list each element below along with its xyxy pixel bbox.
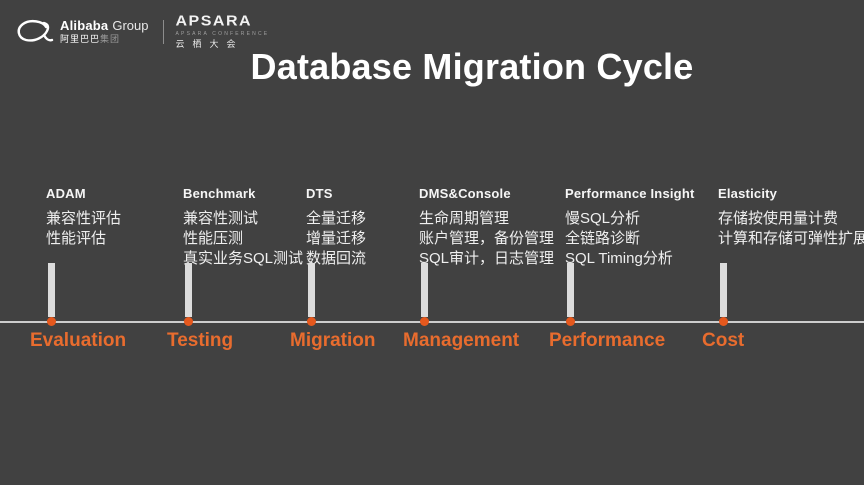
stage-column: Benchmark 兼容性测试 性能压测 真实业务SQL测试 (183, 186, 353, 269)
stage-label: Testing (167, 330, 234, 351)
feature-list: 存储按使用量计费 计算和存储可弹性扩展 (718, 209, 864, 249)
feature-list: 慢SQL分析 全链路诊断 SQL Timing分析 (565, 209, 735, 269)
feature-list: 兼容性评估 性能评估 (46, 209, 216, 249)
timeline-bar (48, 263, 55, 317)
apsara-wordmark: APSARA (175, 13, 253, 30)
feature-line: 数据回流 (306, 250, 367, 267)
timeline-bar (567, 263, 574, 317)
feature-line: SQL Timing分析 (565, 250, 673, 267)
feature-line: 慢SQL分析 (565, 210, 641, 227)
stage-column: ADAM 兼容性评估 性能评估 (46, 186, 216, 249)
feature-list: 全量迁移 增量迁移 数据回流 (306, 209, 476, 269)
apsara-logo: APSARA APSARA CONFERENCE 云栖大会 (176, 14, 270, 49)
logo-bar: Alibaba Group 阿里巴巴集团 APSARA APSARA CONFER… (14, 14, 269, 49)
timeline-bar (720, 263, 727, 317)
alibaba-suffix: Group (112, 17, 149, 33)
alibaba-logo-icon (17, 19, 54, 42)
feature-line: 账户管理，备份管理 (419, 230, 555, 247)
alibaba-cn-suffix: 集团 (100, 33, 121, 44)
stage-label: Management (403, 330, 520, 351)
timeline-dot (566, 317, 575, 326)
stage-column: DTS 全量迁移 增量迁移 数据回流 (306, 186, 476, 269)
feature-list: 兼容性测试 性能压测 真实业务SQL测试 (183, 209, 353, 269)
feature-line: 性能压测 (183, 230, 244, 247)
feature-line: 真实业务SQL测试 (183, 250, 304, 267)
apsara-cn-label: 云栖大会 (175, 39, 244, 49)
timeline-bar (308, 263, 315, 317)
logo-divider (162, 19, 164, 44)
stage-label: Cost (702, 330, 745, 351)
alibaba-logo: Alibaba Group 阿里巴巴集团 (14, 18, 149, 46)
alibaba-cn-label: 阿里巴巴集团 (60, 33, 149, 44)
stage-label: Evaluation (30, 330, 127, 351)
alibaba-name: Alibaba (60, 17, 109, 33)
feature-line: 增量迁移 (306, 230, 367, 247)
timeline-dot (307, 317, 316, 326)
stage-column: Elasticity 存储按使用量计费 计算和存储可弹性扩展 (718, 186, 864, 249)
product-name: Elasticity (718, 186, 778, 201)
stage-label: Migration (290, 330, 376, 351)
product-name: ADAM (46, 186, 86, 201)
timeline-line (0, 321, 864, 323)
timeline-dot (420, 317, 429, 326)
page-title: Database Migration Cycle (250, 46, 694, 87)
timeline-bar (421, 263, 428, 317)
feature-line: 全链路诊断 (565, 230, 641, 247)
feature-line: 生命周期管理 (419, 210, 510, 227)
feature-line: 兼容性测试 (183, 210, 259, 227)
feature-list: 生命周期管理 账户管理，备份管理 SQL审计，日志管理 (419, 209, 589, 269)
stage-column: Performance Insight 慢SQL分析 全链路诊断 SQL Tim… (565, 186, 735, 269)
product-name: Performance Insight (565, 186, 695, 201)
product-name: DTS (306, 186, 333, 201)
alibaba-group-label: Alibaba Group (60, 19, 149, 33)
alibaba-logo-text: Alibaba Group 阿里巴巴集团 (60, 19, 149, 44)
timeline-dot (47, 317, 56, 326)
feature-line: 性能评估 (46, 230, 107, 247)
alibaba-cn-name: 阿里巴巴 (60, 33, 101, 44)
product-name: Benchmark (183, 186, 256, 201)
apsara-conference-label: APSARA CONFERENCE (175, 31, 270, 37)
feature-line: 计算和存储可弹性扩展 (718, 230, 864, 247)
feature-line: 兼容性评估 (46, 210, 122, 227)
product-name: DMS&Console (419, 186, 511, 201)
feature-line: SQL审计，日志管理 (419, 250, 555, 267)
feature-line: 全量迁移 (306, 210, 367, 227)
stage-label: Performance (549, 330, 666, 351)
timeline-dot (719, 317, 728, 326)
feature-line: 存储按使用量计费 (718, 210, 839, 227)
stage-column: DMS&Console 生命周期管理 账户管理，备份管理 SQL审计，日志管理 (419, 186, 589, 269)
timeline-bar (185, 263, 192, 317)
timeline-dot (184, 317, 193, 326)
